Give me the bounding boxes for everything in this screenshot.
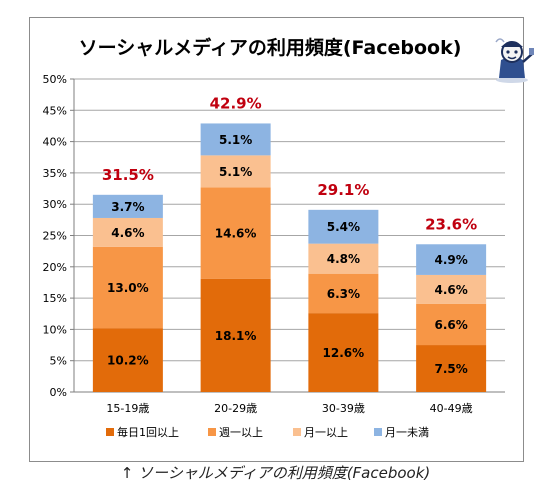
legend-swatch xyxy=(293,428,301,436)
chart-frame: ソーシャルメディアの利用頻度(Facebook) 0% 5% 10% 15% 20% 25… xyxy=(29,17,534,462)
y-tick-label: 35% xyxy=(43,167,67,180)
total-label: 42.9% xyxy=(210,94,262,112)
x-tick-label: 30-39歳 xyxy=(322,402,365,415)
bar-segment xyxy=(308,313,379,392)
data-label: 4.8% xyxy=(327,252,360,266)
total-label: 23.6% xyxy=(425,215,477,233)
data-labels: 10.2% 13.0% 4.6% 3.7% 18.1% 14.6% 5.1% 5.1% 12.6… xyxy=(107,133,468,376)
x-axis-tick-labels: 15-19歳 20-29歳 30-39歳 40-49歳 xyxy=(106,402,472,415)
x-tick-label: 20-29歳 xyxy=(214,402,257,415)
y-tick-label: 25% xyxy=(43,230,67,243)
figure-caption: ↑ ソーシャルメディアの利用頻度(Facebook) xyxy=(120,464,431,482)
data-label: 7.5% xyxy=(434,362,467,376)
legend-label: 月一未満 xyxy=(385,426,429,439)
data-label: 12.6% xyxy=(323,346,365,360)
data-label: 3.7% xyxy=(111,200,144,214)
chart-title: ソーシャルメディアの利用頻度(Facebook) xyxy=(79,36,462,59)
data-label: 14.6% xyxy=(215,226,257,240)
mascot-character-icon xyxy=(495,38,534,83)
data-label: 4.6% xyxy=(434,283,467,297)
data-label: 13.0% xyxy=(107,281,149,295)
y-axis-tick-labels: 0% 5% 10% 15% 20% 25% 30% 35% 40% 45% 50% xyxy=(43,73,67,399)
y-tick-label: 50% xyxy=(43,73,67,86)
bar-segment xyxy=(200,155,271,188)
data-label: 18.1% xyxy=(215,329,257,343)
bar-segment xyxy=(416,274,487,304)
legend-swatch xyxy=(208,428,216,436)
bar-segment xyxy=(308,273,379,314)
bar-segment xyxy=(308,243,379,274)
legend-label: 月一以上 xyxy=(304,426,348,439)
legend-label: 週一以上 xyxy=(219,426,263,439)
legend-swatch xyxy=(106,428,114,436)
data-label: 5.1% xyxy=(219,165,252,179)
y-tick-label: 20% xyxy=(43,261,67,274)
total-labels: 31.5% 42.9% 29.1% 23.6% xyxy=(102,94,477,233)
data-label: 4.6% xyxy=(111,226,144,240)
total-label: 31.5% xyxy=(102,166,154,184)
bar-segment xyxy=(416,345,487,392)
legend-swatch xyxy=(374,428,382,436)
total-label: 29.1% xyxy=(317,181,369,199)
data-label: 5.1% xyxy=(219,133,252,147)
stacked-bar-chart: ソーシャルメディアの利用頻度(Facebook) 0% 5% 10% 15% 20% 25… xyxy=(43,36,505,439)
bar-segment xyxy=(92,328,163,392)
bar-segment xyxy=(200,123,271,156)
bar-segment xyxy=(92,217,163,247)
x-tick-label: 15-19歳 xyxy=(106,402,149,415)
bar-segment xyxy=(200,187,271,279)
data-label: 5.4% xyxy=(327,220,360,234)
bar-segment xyxy=(308,209,379,244)
y-tick-label: 10% xyxy=(43,323,67,336)
bar-segment xyxy=(200,278,271,392)
data-label: 6.3% xyxy=(327,287,360,301)
bar-segment xyxy=(92,194,163,218)
bars xyxy=(92,123,487,392)
bar-segment xyxy=(416,244,487,275)
legend-label: 毎日1回以上 xyxy=(117,426,179,439)
legend: 毎日1回以上 週一以上 月一以上 月一未満 xyxy=(106,426,429,439)
y-tick-label: 45% xyxy=(43,104,67,117)
bar-segment xyxy=(416,303,487,346)
data-label: 6.6% xyxy=(434,318,467,332)
y-tick-label: 30% xyxy=(43,198,67,211)
y-tick-label: 40% xyxy=(43,136,67,149)
y-tick-label: 15% xyxy=(43,292,67,305)
x-tick-label: 40-49歳 xyxy=(430,402,473,415)
y-tick-label: 0% xyxy=(50,386,67,399)
data-label: 4.9% xyxy=(434,253,467,267)
y-tick-label: 5% xyxy=(50,355,67,368)
bar-segment xyxy=(92,246,163,329)
data-label: 10.2% xyxy=(107,354,149,368)
